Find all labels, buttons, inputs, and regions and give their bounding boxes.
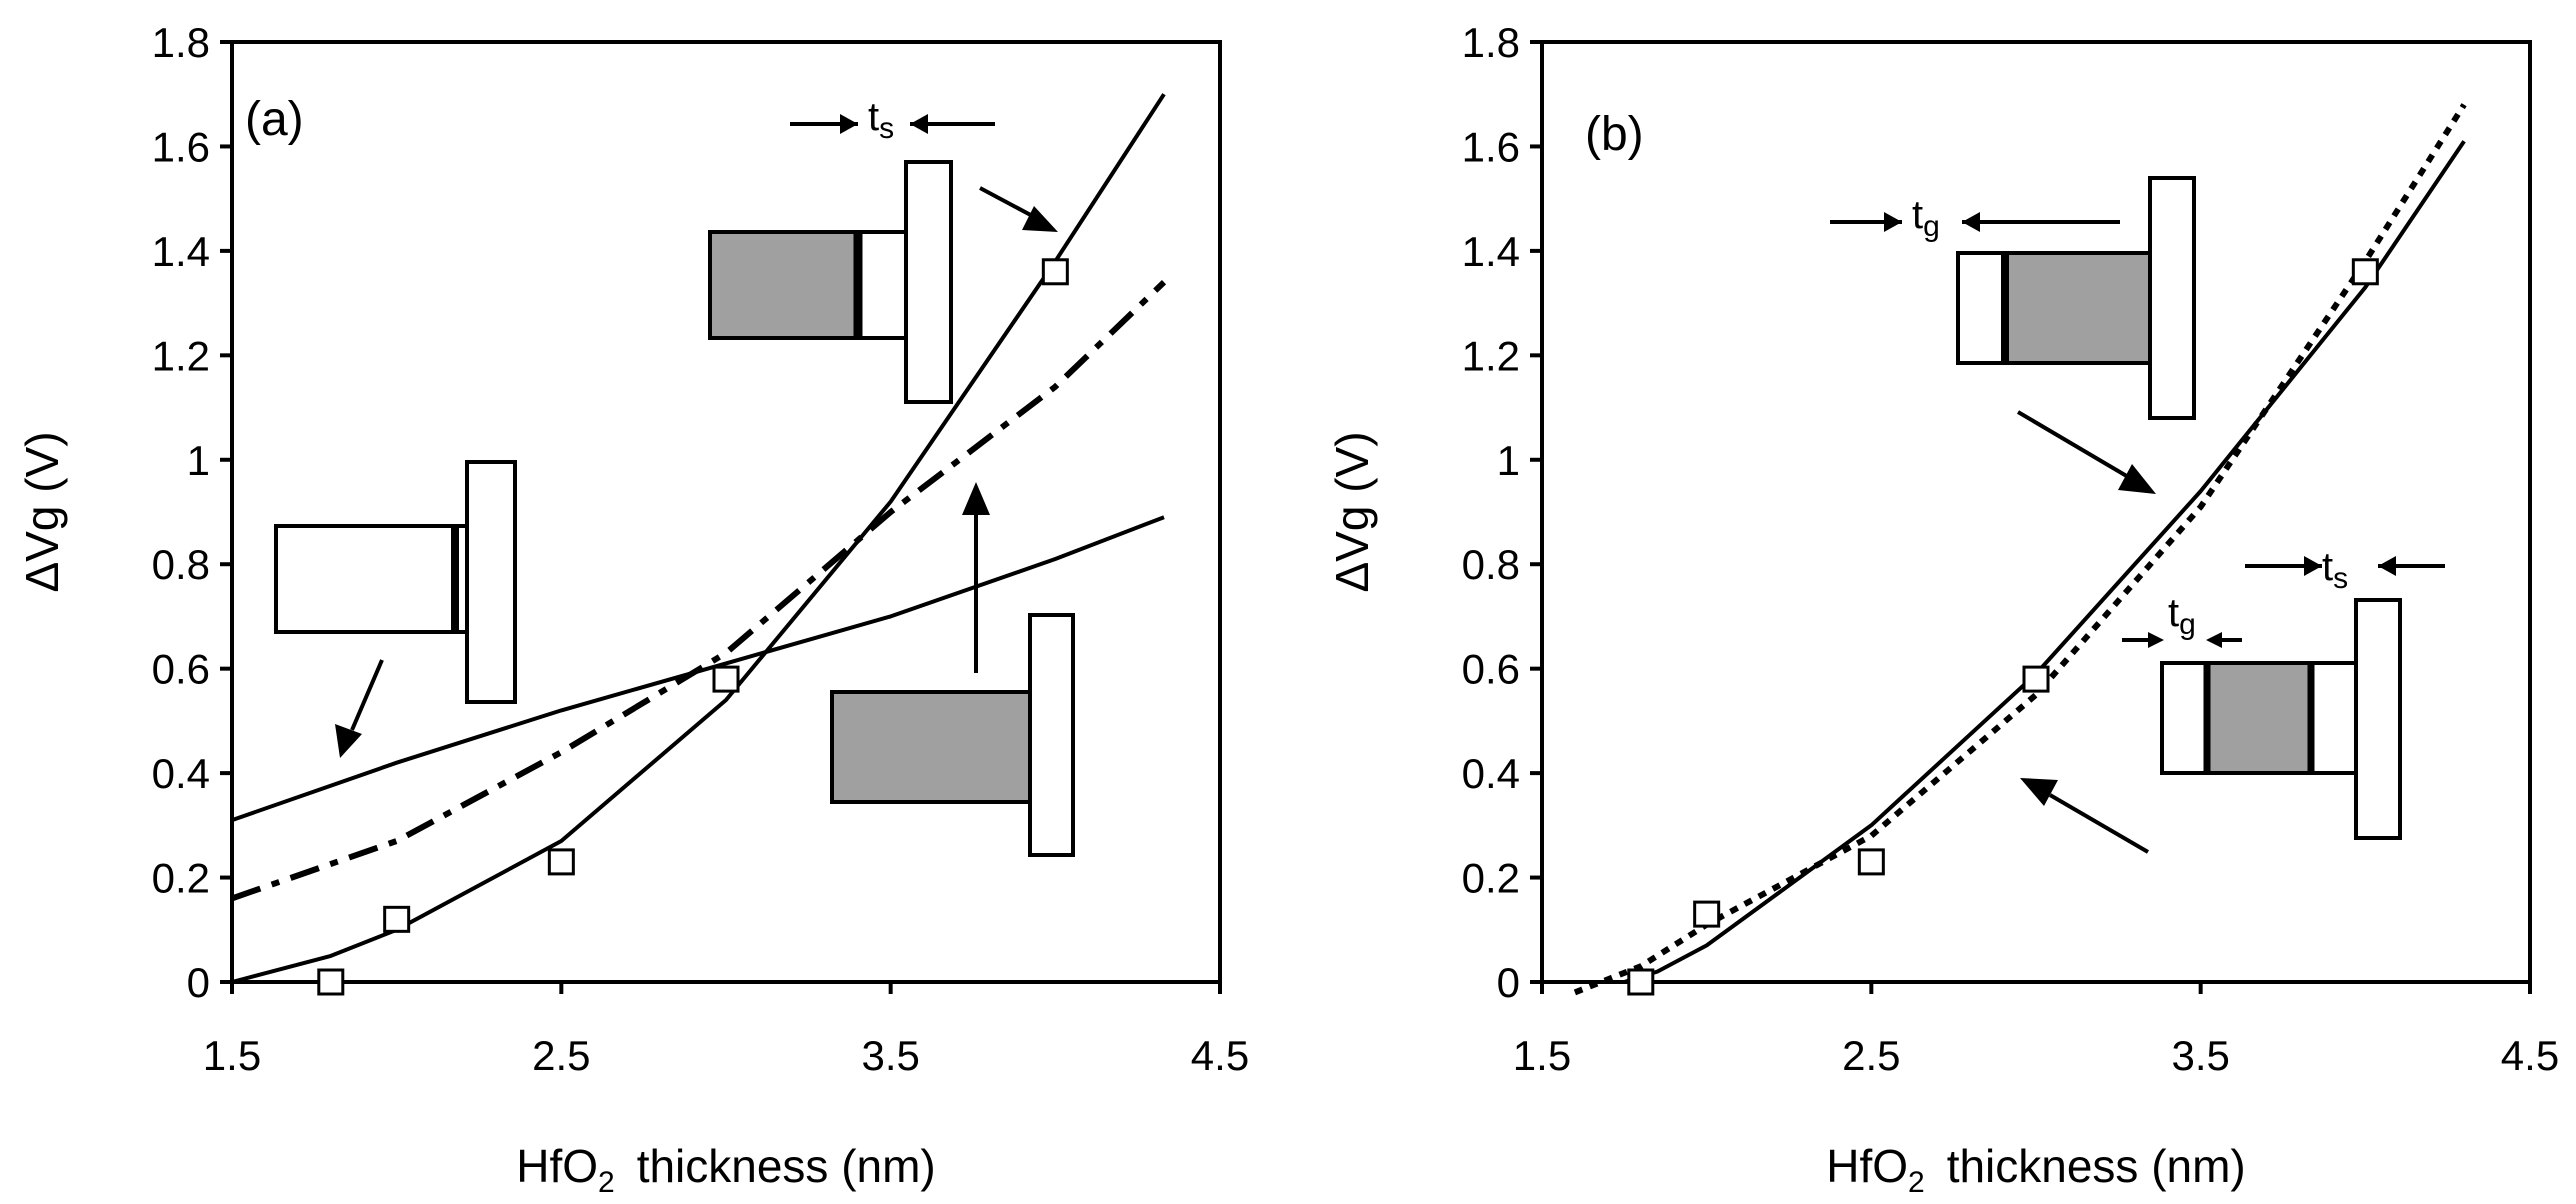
y-tick-label-b: 1.8 [1462,19,1520,66]
y-tick-label-b: 0.8 [1462,541,1520,588]
series-line-steep-a [231,93,1166,984]
y-ticks-b: 0 0.2 0.4 0.6 0.8 1 1.2 1.4 1.6 1.8 [1462,19,1542,1006]
x-tick-label-b: 4.5 [2501,1032,2559,1079]
y-tick-label-a: 0.8 [152,541,210,588]
data-marker-a [547,848,575,876]
y-tick-label-a: 1.6 [152,123,210,170]
annotation-ts-a: ts [868,95,894,145]
data-marker-a [712,665,740,693]
x-axis-label-b: HfO2 thickness (nm) [1826,1140,2246,1199]
data-marker-a [1041,258,1069,286]
data-marker-b [1857,848,1885,876]
y-tick-label-a: 0.6 [152,646,210,693]
data-marker-b [2022,665,2050,693]
x-label-prefix-b: HfO [1826,1140,1908,1192]
inset-diagram-ts: ts [708,95,1058,404]
x-label-sub-b: 2 [1908,1166,1925,1199]
x-tick-label-b: 2.5 [1842,1032,1900,1079]
y-tick-label-a: 1.2 [152,332,210,379]
series-b [1573,103,2467,996]
data-marker-b [2351,258,2379,286]
y-tick-label-a: 1.8 [152,19,210,66]
y-tick-label-b: 0.2 [1462,855,1520,902]
y-tick-label-b: 1.2 [1462,332,1520,379]
y-tick-label-b: 1 [1497,437,1520,484]
x-tick-label-b: 3.5 [2171,1032,2229,1079]
y-tick-label-a: 0 [187,959,210,1006]
plot-area-b [1540,40,2532,984]
markers-b [1627,258,2379,996]
x-ticks-b: 1.5 2.5 3.5 4.5 [1513,982,2559,1079]
x-label-rest-a: thickness (nm) [637,1140,936,1192]
annotation-ts-b: ts [2322,545,2348,595]
y-tick-label-b: 0.6 [1462,646,1520,693]
y-axis-label-a: ΔVg (V) [16,431,68,592]
y-tick-label-b: 1.4 [1462,228,1520,275]
panel-a: (a) 0 0.2 0.4 0.6 0.8 1 1.2 1.4 1.6 1.8 1.5 2.5 3.5… [16,19,1249,1199]
x-label-prefix-a: HfO [516,1140,598,1192]
x-label-rest-b: thickness (nm) [1947,1140,2246,1192]
x-axis-label-a: HfO2 thickness (nm) [516,1140,936,1199]
x-tick-label-a: 4.5 [1191,1032,1249,1079]
series-line-shallow-a [231,515,1165,822]
y-tick-label-b: 0 [1497,959,1520,1006]
inset-diagram-open [274,460,517,758]
x-tick-label-b: 1.5 [1513,1032,1571,1079]
inset-diagram-tg: tg [1830,176,2196,494]
series-a [231,93,1167,984]
series-line-dotted-b [1573,103,2467,996]
x-tick-label-a: 1.5 [203,1032,261,1079]
data-marker-a [383,905,411,933]
x-tick-label-a: 2.5 [532,1032,590,1079]
data-marker-b [1627,968,1655,996]
panel-label-b: (b) [1585,108,1644,161]
inset-diagram-gate [830,482,1075,857]
y-tick-label-a: 0.4 [152,750,210,797]
annotation-tg-top: tg [1912,193,1940,243]
y-axis-label-b: ΔVg (V) [1326,431,1378,592]
plot-area-a [230,40,1222,984]
series-line-dash-dot-a [231,280,1167,902]
data-marker-a [317,968,345,996]
y-tick-label-a: 1.4 [152,228,210,275]
y-tick-label-b: 1.6 [1462,123,1520,170]
panel-label-a: (a) [245,93,304,146]
y-ticks-a: 0 0.2 0.4 0.6 0.8 1 1.2 1.4 1.6 1.8 [152,19,232,1006]
markers-a [317,258,1069,996]
x-ticks-a: 1.5 2.5 3.5 4.5 [203,982,1249,1079]
panel-b: (b) 0 0.2 0.4 0.6 0.8 1 1.2 1.4 1.6 1.8 1.5 2.5 3.5… [1326,19,2559,1199]
x-label-sub-a: 2 [598,1166,615,1199]
y-tick-label-a: 1 [187,437,210,484]
y-tick-label-a: 0.2 [152,855,210,902]
inset-diagram-tg-ts: ts tg [2020,545,2445,854]
data-marker-b [1693,900,1721,928]
series-line-solid-b [1623,140,2466,984]
annotation-tg-bottom: tg [2168,591,2196,641]
x-tick-label-a: 3.5 [861,1032,919,1079]
y-tick-label-b: 0.4 [1462,750,1520,797]
